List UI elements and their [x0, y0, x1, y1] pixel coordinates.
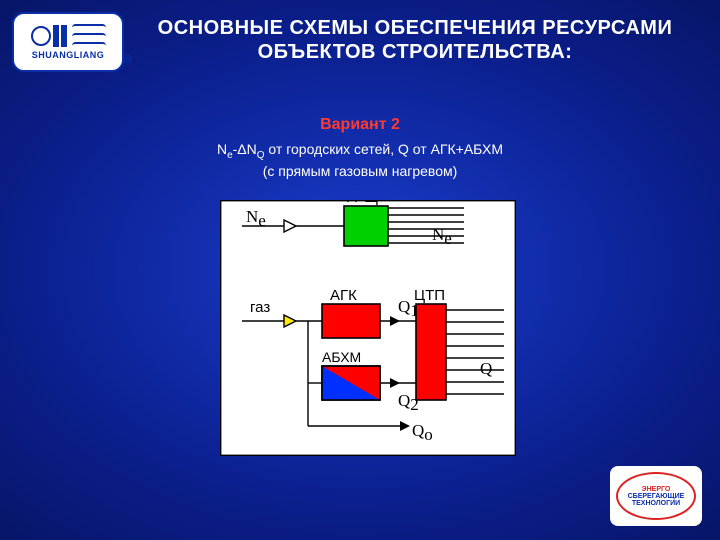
- block-abhm: [322, 366, 380, 400]
- desc-line1: Ne-ΔNQ от городских сетей, Q от АГК+АБХМ: [217, 141, 503, 157]
- variant-heading: Вариант 2: [0, 116, 720, 134]
- partner-logo-bottom-right: ЭНЕРГО СБЕРЕГАЮЩИЕ ТЕХНОЛОГИИ: [610, 466, 702, 526]
- logo-spike: [53, 25, 59, 47]
- company-logo-top-left: SHUANGLIANG ®: [12, 12, 124, 72]
- label-grsh: ГРЩ: [346, 200, 378, 206]
- logo-arcs: [72, 24, 106, 49]
- block-agk: [322, 304, 380, 338]
- desc-line2: (с прямым газовым нагревом): [263, 163, 458, 179]
- diagram-svg: Ne ГРЩ Ne газ Qo АГК: [220, 200, 516, 456]
- label-q: Q: [480, 359, 492, 378]
- logo-glyph: [28, 24, 108, 48]
- schematic-diagram: Ne ГРЩ Ne газ Qo АГК: [220, 200, 516, 456]
- slide-title: ОСНОВНЫЕ СХЕМЫ ОБЕСПЕЧЕНИЯ РЕСУРСАМИ ОБЪ…: [140, 16, 690, 64]
- label-abhm: АБХМ: [322, 349, 361, 365]
- variant-description: Ne-ΔNQ от городских сетей, Q от АГК+АБХМ…: [0, 140, 720, 181]
- label-gas: газ: [250, 299, 270, 316]
- label-agk: АГК: [330, 287, 357, 304]
- logo-registered-mark: ®: [124, 54, 132, 66]
- logo-spike: [61, 25, 67, 47]
- logo-ball: [31, 26, 51, 46]
- logo-brand-text: SHUANGLIANG: [32, 50, 105, 60]
- partner-logo-oval: ЭНЕРГО СБЕРЕГАЮЩИЕ ТЕХНОЛОГИИ: [616, 472, 696, 520]
- block-ctp: [416, 304, 446, 400]
- slide-root: SHUANGLIANG ® ОСНОВНЫЕ СХЕМЫ ОБЕСПЕЧЕНИЯ…: [0, 0, 720, 540]
- block-grsh: [344, 206, 388, 246]
- label-ctp: ЦТП: [414, 287, 445, 304]
